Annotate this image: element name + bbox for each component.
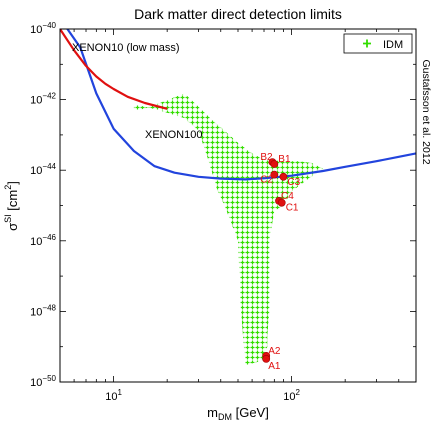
y-tick-label: 10−50 <box>30 374 56 389</box>
xenon100-label: XENON100 <box>145 129 202 141</box>
benchmark-label-b1: B1 <box>278 154 291 165</box>
benchmark-label-c3: C3 <box>287 177 300 188</box>
benchmark-label-a1: A1 <box>268 361 281 372</box>
benchmark-label-a2: A2 <box>268 346 281 357</box>
benchmark-point-c3 <box>279 172 288 181</box>
benchmark-label-c2: C2 <box>260 175 273 186</box>
x-tick-label: 101 <box>105 388 122 403</box>
legend-plus-marker <box>363 39 371 48</box>
benchmark-point-a1 <box>262 354 271 363</box>
xenon10-label: XENON10 (low mass) <box>72 42 180 54</box>
y-tick-label: 10−44 <box>30 162 56 177</box>
y-tick-label: 10−42 <box>30 92 56 107</box>
y-tick-label: 10−40 <box>30 21 56 36</box>
legend: IDM <box>343 33 413 54</box>
limit-lines-layer <box>60 29 416 181</box>
series-line-xenon100 <box>66 29 416 181</box>
benchmark-point-c1 <box>277 198 286 207</box>
x-tick-label: 102 <box>283 388 300 403</box>
benchmark-point-c2 <box>270 170 279 179</box>
legend-box <box>343 33 413 54</box>
axis-ticks-layer: 101 102 10−50 10−48 10−46 10−44 10−42 10−40 <box>30 21 417 403</box>
benchmark-points-layer <box>262 158 288 363</box>
x-axis-label: mDM [GeV] <box>207 405 269 422</box>
benchmark-label-c1: C1 <box>286 203 299 214</box>
series-line-xenon10-low-mass <box>60 29 168 110</box>
plot-area: 101 102 10−50 10−48 10−46 10−44 10−42 10−40 <box>30 21 417 403</box>
benchmark-point-b1 <box>270 160 279 168</box>
y-axis-label: σSI [cm2] <box>3 181 20 231</box>
benchmark-label-c4: C4 <box>281 191 294 202</box>
side-annotation: Gustafsson et al. 2012 <box>420 59 432 164</box>
y-tick-label: 10−46 <box>30 233 56 248</box>
legend-label-idm: IDM <box>383 39 403 51</box>
y-tick-label: 10−48 <box>30 303 56 318</box>
benchmark-label-b2: B2 <box>260 152 273 163</box>
chart-title: Dark matter direct detection limits <box>134 6 342 22</box>
